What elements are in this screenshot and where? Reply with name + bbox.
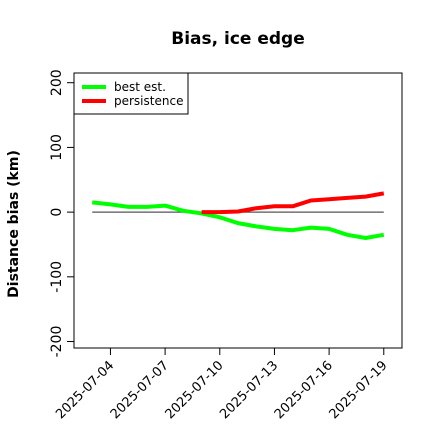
plot-frame: [73, 72, 403, 349]
legend-label: persistence: [114, 94, 183, 108]
chart-title: Bias, ice edge: [171, 29, 305, 49]
legend-label: best est.: [114, 80, 166, 94]
plot-area: -200-10001002002025-07-042025-07-072025-…: [49, 69, 403, 422]
y-tick-label: -200: [49, 326, 65, 358]
y-axis-label: Distance bias (km): [6, 150, 22, 298]
y-tick-label: 100: [49, 134, 65, 161]
legend-box: [73, 72, 189, 115]
series-line-persistence: [201, 191, 385, 215]
series-line-best-est: [91, 200, 385, 240]
y-tick-label: -100: [49, 261, 65, 293]
x-tick-label: 2025-07-19: [327, 358, 391, 422]
y-tick-label: 200: [49, 69, 65, 96]
legend: best est.persistence: [73, 72, 189, 115]
y-tick-label: 0: [49, 208, 65, 217]
